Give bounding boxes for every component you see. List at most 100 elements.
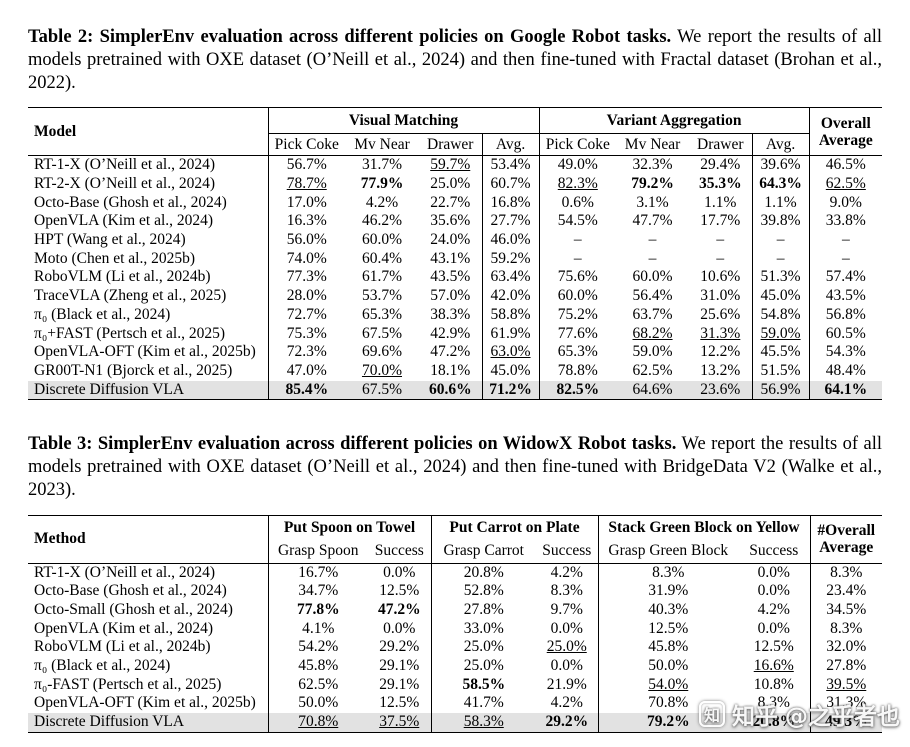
table2-row: Discrete Diffusion VLA 85.4% 67.5% 60.6% 71.…	[28, 380, 883, 400]
table2-value-cell: 82.3%	[538, 174, 617, 194]
table2-value-cell: –	[648, 231, 657, 249]
table2-model-name: OpenVLA (Kim et al., 2024)	[34, 212, 214, 230]
table2-value-cell: 60.0%	[361, 231, 403, 249]
table3-value-cell: 50.0%	[267, 694, 368, 713]
table2-value-cell: 12.2%	[700, 343, 741, 361]
table2-value-cell: 23.6%	[700, 380, 741, 398]
table2-value-cell: 22.7%	[430, 193, 471, 211]
table3-value-cell: 12.5%	[379, 694, 420, 712]
table3-value-cell: 0.0%	[550, 619, 583, 637]
table2-value-cell: 0.6%	[538, 193, 617, 213]
table2-model-name: Discrete Diffusion VLA	[34, 380, 185, 398]
table2-value-cell: 60.0%	[632, 268, 673, 286]
table3-widowx-robot-results: Method Put Spoon on Towel Put Carrot on …	[28, 514, 883, 733]
table3-value-cell: 49.3%	[809, 712, 883, 732]
table2-value-cell: 10.6%	[700, 268, 741, 286]
table2-value-cell: 53.7%	[361, 287, 403, 305]
table3-value-cell: 20.8%	[430, 563, 536, 583]
table3-value-cell: 12.5%	[379, 582, 420, 600]
table2-value-cell: 69.6%	[361, 343, 403, 361]
table2-value-cell: 43.1%	[430, 249, 471, 267]
table3-value-cell: 0.0%	[550, 656, 583, 674]
table3-value-cell: 25.0%	[546, 638, 587, 656]
table2-value-cell: 78.8%	[538, 361, 617, 381]
table3-value-cell: 45.8%	[267, 656, 368, 676]
table2-value-cell: 24.0%	[430, 231, 471, 249]
table2-subheader-drawer-vm: Drawer	[419, 133, 482, 157]
table3-value-cell: 52.8%	[430, 582, 536, 601]
table2-value-cell: 85.4%	[267, 380, 345, 400]
table3-header-method: Method	[28, 515, 268, 564]
table2-value-cell: 59.7%	[430, 156, 471, 174]
table2-value-cell: 48.4%	[808, 361, 883, 381]
table2-value-cell: 64.3%	[751, 174, 810, 194]
table3-value-cell: 4.2%	[550, 694, 583, 712]
table3-value-cell: 25.0%	[430, 656, 536, 676]
table2-value-cell: 46.0%	[481, 231, 540, 250]
table2-value-cell: 61.9%	[481, 324, 540, 344]
table2-model-name: GR00T-N1 (Bjorck et al., 2025)	[34, 361, 233, 379]
table3-value-cell: 21.9%	[546, 675, 587, 693]
table2-value-cell: 45.5%	[751, 343, 810, 362]
table2-model-name: HPT (Wang et al., 2024)	[34, 231, 186, 249]
table2-value-cell: 1.1%	[751, 193, 810, 213]
table3-value-cell: 79.2%	[597, 712, 738, 732]
table2-model-name: RT-1-X (O’Neill et al., 2024)	[34, 156, 216, 174]
table3-value-cell: 8.3%	[550, 582, 583, 600]
table2-model-name: RT-2-X (O’Neill et al., 2024)	[34, 175, 216, 193]
table2-value-cell: 25.0%	[430, 175, 471, 193]
table2-value-cell: 49.0%	[538, 155, 617, 175]
table3-model-name: OpenVLA-OFT (Kim et al., 2025b)	[34, 694, 256, 712]
table2-value-cell: 62.5%	[632, 361, 673, 379]
table2-value-cell: 65.3%	[538, 343, 617, 362]
table2-value-cell: 56.9%	[751, 380, 810, 400]
table2-value-cell: –	[751, 249, 810, 269]
table2-value-cell: 72.3%	[267, 343, 345, 362]
table2-value-cell: 31.7%	[361, 156, 403, 174]
table2-value-cell: 4.2%	[365, 193, 399, 211]
table2-value-cell: –	[808, 249, 883, 269]
table2-model-name: π₀+FAST (Pertsch et al., 2025)	[34, 324, 226, 342]
table3-subheader-grasp-spoon: Grasp Spoon	[267, 541, 368, 564]
table2-value-cell: 31.3%	[700, 324, 741, 342]
table3-subheader-grasp-green-block: Grasp Green Block	[597, 541, 738, 564]
table2-value-cell: 56.4%	[632, 287, 673, 305]
table2-value-cell: 64.1%	[808, 380, 883, 400]
table2-value-cell: 42.9%	[430, 324, 471, 342]
table2-model-name: π₀ (Black et al., 2024)	[34, 305, 171, 323]
table2-value-cell: 59.2%	[481, 249, 540, 269]
table2-value-cell: 60.4%	[361, 249, 403, 267]
table2-value-cell: 39.6%	[751, 155, 810, 175]
table2-header-model: Model	[28, 107, 268, 157]
table3-value-cell: 25.0%	[430, 638, 536, 657]
table2-row: Moto (Chen et al., 2025b) 74.0% 60.4% 43.1%…	[28, 249, 883, 269]
table3-value-cell: 54.2%	[267, 638, 368, 657]
table3-model-name: π₀-FAST (Pertsch et al., 2025)	[34, 675, 222, 693]
table2-row: HPT (Wang et al., 2024) 56.0% 60.0% 24.0% 46…	[28, 231, 883, 250]
table2-row: RoboVLM (Li et al., 2024b) 77.3% 61.7% 43.5…	[28, 268, 883, 288]
table3-value-cell: 29.1%	[379, 656, 420, 674]
table2-model-name: Octo-Base (Ghosh et al., 2024)	[34, 193, 227, 211]
table3-value-cell: 29.2%	[545, 712, 589, 730]
table2-value-cell: 25.6%	[700, 305, 741, 323]
table3-model-name: Octo-Base (Ghosh et al., 2024)	[34, 582, 227, 600]
watermark-username: @之乎者也	[785, 704, 900, 730]
table2-value-cell: 82.5%	[538, 380, 617, 400]
table2-value-cell: 13.2%	[700, 361, 741, 379]
table3-caption: Table 3: SimplerEnv evaluation across di…	[28, 433, 882, 502]
table3-model-name: Discrete Diffusion VLA	[34, 712, 185, 730]
table2-row: OpenVLA (Kim et al., 2024) 16.3% 46.2% 35.6…	[28, 212, 883, 232]
table2-value-cell: 77.6%	[538, 324, 617, 344]
table2-header-visual-matching: Visual Matching	[267, 107, 540, 135]
table2-value-cell: 28.0%	[267, 287, 345, 306]
table2-header-variant-aggregation: Variant Aggregation	[538, 107, 810, 135]
table2-value-cell: 35.3%	[698, 175, 742, 193]
table2-value-cell: 54.3%	[808, 343, 883, 362]
table2-value-cell: 39.8%	[751, 212, 810, 232]
table3-row: OpenVLA (Kim et al., 2024) 4.1% 0.0% 33.0% 0…	[28, 619, 883, 639]
table3-value-cell: 37.5%	[379, 712, 420, 730]
table3-value-cell: 8.3%	[757, 694, 790, 712]
table3-value-cell: 27.8%	[809, 656, 883, 676]
table2-google-robot-results: Model Visual Matching Variant Aggregatio…	[28, 107, 883, 401]
table2-value-cell: 63.0%	[481, 343, 540, 362]
